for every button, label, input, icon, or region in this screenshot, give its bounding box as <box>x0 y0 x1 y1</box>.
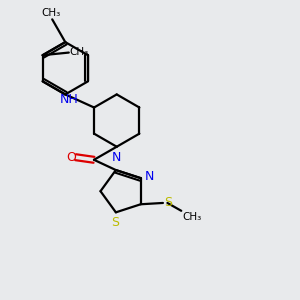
Text: CH₃: CH₃ <box>41 8 60 18</box>
Text: S: S <box>164 196 172 209</box>
Text: CH₃: CH₃ <box>182 212 202 222</box>
Text: S: S <box>111 216 119 229</box>
Text: NH: NH <box>60 93 79 106</box>
Text: O: O <box>66 151 76 164</box>
Text: CH₃: CH₃ <box>70 47 89 57</box>
Text: N: N <box>144 170 154 183</box>
Text: N: N <box>111 151 121 164</box>
